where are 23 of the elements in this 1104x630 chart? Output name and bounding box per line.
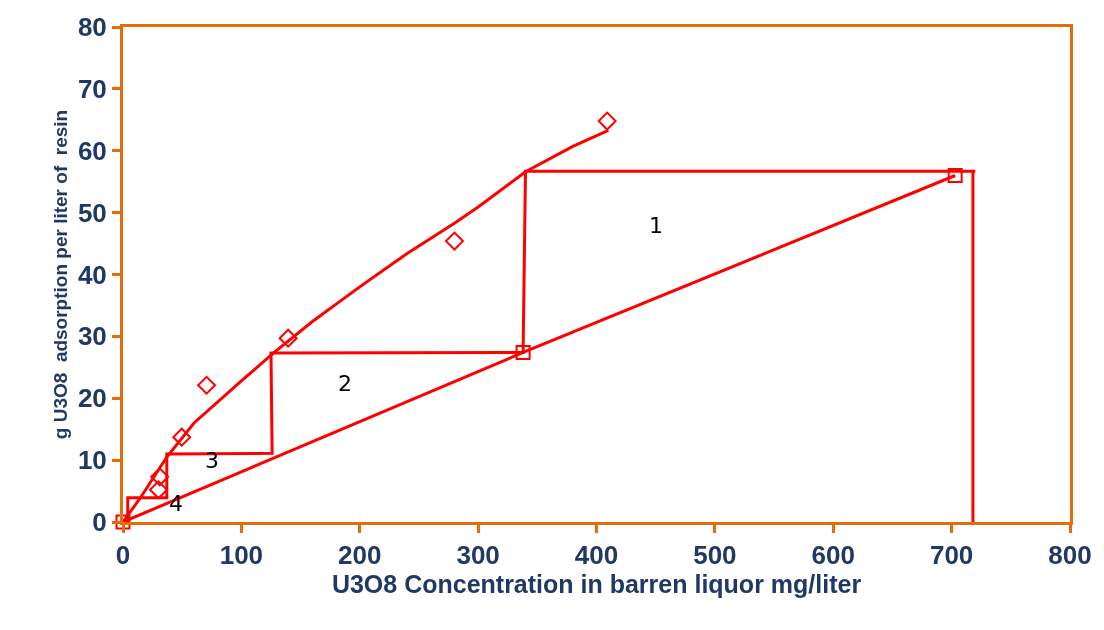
x-tick-label: 100 — [219, 540, 264, 571]
y-tick-label: 40 — [77, 259, 107, 290]
x-tick-label: 700 — [929, 540, 974, 571]
x-axis-title: U3O8 Concentration in barren liquor mg/liter — [331, 570, 862, 599]
y-tick-label: 50 — [77, 197, 107, 228]
x-tick-label: 800 — [1048, 540, 1092, 571]
x-tick-label: 500 — [693, 540, 737, 571]
y-tick-label: 0 — [92, 507, 107, 538]
annotation: 1 — [649, 213, 663, 238]
annotation: 2 — [338, 371, 352, 396]
y-tick-label: 20 — [77, 383, 107, 414]
y-tick-label: 60 — [77, 135, 107, 166]
y-tick-label: 70 — [77, 73, 107, 104]
x-tick-label: 300 — [456, 540, 500, 571]
x-tick-label: 0 — [115, 540, 131, 571]
y-tick-label: 30 — [77, 321, 107, 352]
y-tick-label: 80 — [77, 12, 107, 43]
x-tick-label: 600 — [811, 540, 855, 571]
x-tick-label: 200 — [338, 540, 382, 571]
y-tick-label: 10 — [77, 445, 107, 476]
x-tick-label: 400 — [574, 540, 619, 571]
annotation: 3 — [205, 448, 219, 473]
y-axis-title: g U3O8 adsorption per liter of resin — [49, 109, 71, 440]
